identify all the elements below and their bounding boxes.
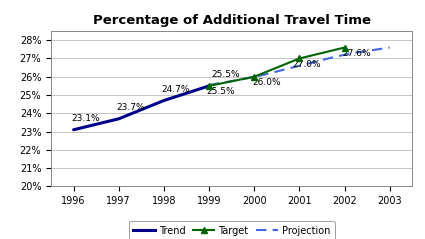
Text: 25.5%: 25.5%	[207, 87, 235, 96]
Text: 27.0%: 27.0%	[292, 60, 321, 69]
Legend: Trend, Target, Projection: Trend, Target, Projection	[128, 221, 335, 239]
Title: Percentage of Additional Travel Time: Percentage of Additional Travel Time	[93, 14, 371, 27]
Text: 27.6%: 27.6%	[342, 49, 371, 58]
Text: 23.7%: 23.7%	[116, 103, 145, 112]
Text: 26.0%: 26.0%	[252, 78, 280, 87]
Text: 25.5%: 25.5%	[211, 70, 240, 79]
Text: 23.1%: 23.1%	[71, 114, 100, 123]
Text: 24.7%: 24.7%	[162, 85, 190, 94]
